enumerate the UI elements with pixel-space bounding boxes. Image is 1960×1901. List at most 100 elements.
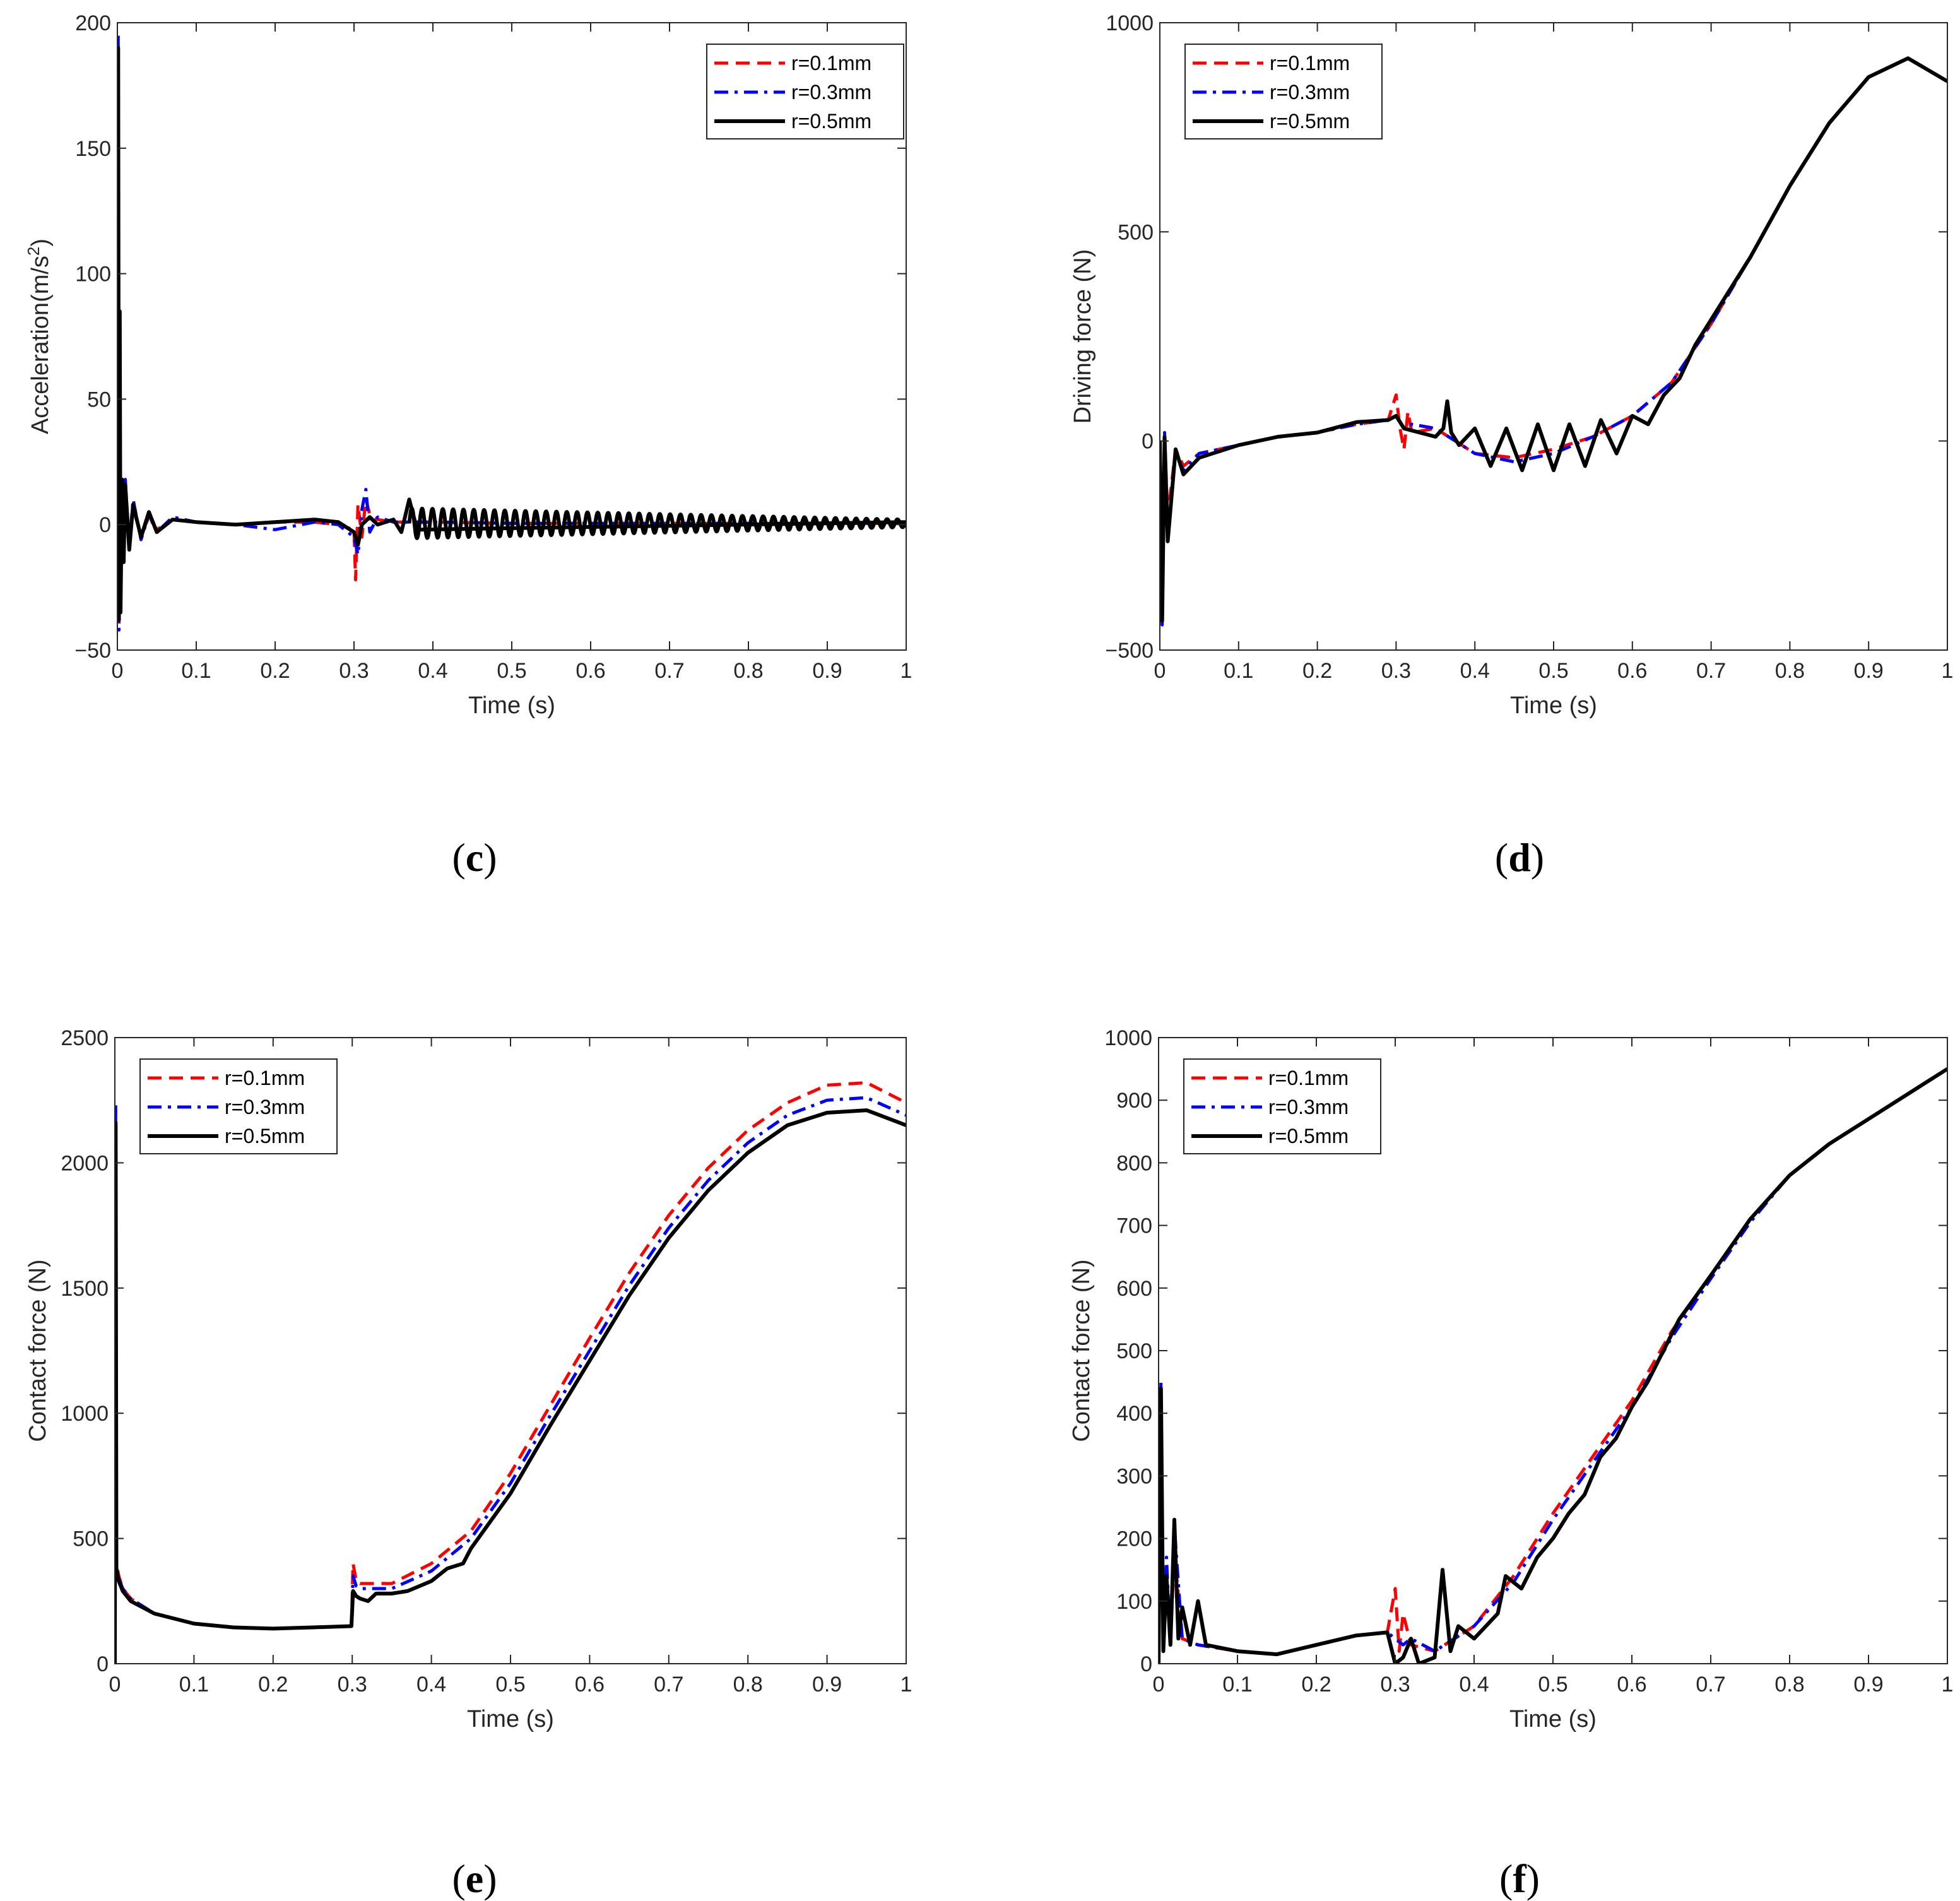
chart-panel-c: 0 0.1 0.2 0.3 0.4 0.5 0.6 0.7 0.8 0.9 1−5005010015… <box>24 11 912 880</box>
y-axis-label-c: Acceleration(m/s2) <box>24 239 54 434</box>
x-tick-label-e: 0.4 <box>416 1673 446 1697</box>
series-line-c-r05 <box>117 45 906 622</box>
legend-label-r03: r=0.3mm <box>791 81 871 104</box>
legend-label-r05: r=0.5mm <box>1270 110 1350 133</box>
y-tick-label-e: 2000 <box>61 1151 109 1175</box>
x-axis-label-d: Time (s) <box>1510 692 1597 719</box>
y-tick-label-f: 600 <box>1116 1277 1152 1301</box>
y-tick-label-f: 1000 <box>1104 1026 1152 1050</box>
x-tick-label-c: 0.8 <box>733 659 763 683</box>
y-tick-label-f: 300 <box>1116 1464 1152 1488</box>
y-axis-label-f: Contact force (N) <box>1068 1259 1095 1442</box>
legend-label-r03: r=0.3mm <box>1268 1096 1349 1118</box>
y-tick-label-d: −500 <box>1105 639 1154 663</box>
x-tick-label-f: 0.4 <box>1459 1673 1489 1697</box>
x-tick-label-f: 0.3 <box>1380 1673 1410 1697</box>
chart-panel-e: 0 0.1 0.2 0.3 0.4 0.5 0.6 0.7 0.8 0.9 1 0 500 1000 150… <box>25 1026 912 1901</box>
series-line-e-r05 <box>115 1108 906 1664</box>
x-tick-label-e: 0 <box>109 1673 121 1697</box>
y-tick-label-d: 500 <box>1118 220 1154 244</box>
y-tick-label-f: 100 <box>1116 1590 1152 1614</box>
legend-e: r=0.1mm r=0.3mm r=0.5mm <box>139 1058 338 1154</box>
x-tick-label-c: 0.6 <box>576 659 605 683</box>
x-tick-label-d: 0.2 <box>1302 659 1332 683</box>
legend-label-r03: r=0.3mm <box>1270 81 1350 104</box>
x-tick-label-f: 0.6 <box>1617 1673 1646 1697</box>
y-tick-label-f: 400 <box>1116 1402 1152 1426</box>
legend-label-r05: r=0.5mm <box>225 1125 305 1147</box>
y-tick-label-c: −50 <box>74 639 111 663</box>
x-tick-label-c: 1 <box>900 659 912 683</box>
legend-label-r01: r=0.1mm <box>225 1067 305 1089</box>
x-tick-label-e: 0.2 <box>258 1673 288 1697</box>
y-tick-label-c: 0 <box>99 513 111 537</box>
legend-label-r05: r=0.5mm <box>791 110 871 133</box>
x-tick-label-c: 0.7 <box>654 659 684 683</box>
legend-label-r01: r=0.1mm <box>1268 1067 1349 1089</box>
y-tick-label-c: 100 <box>75 263 111 287</box>
x-axis-label-f: Time (s) <box>1509 1706 1597 1732</box>
x-tick-label-c: 0.2 <box>260 659 290 683</box>
y-tick-label-f: 0 <box>1140 1652 1152 1676</box>
x-tick-label-d: 0.4 <box>1460 659 1490 683</box>
x-tick-label-f: 0.7 <box>1696 1673 1725 1697</box>
x-tick-label-d: 0.1 <box>1224 659 1253 683</box>
x-tick-label-d: 0.3 <box>1381 659 1411 683</box>
y-tick-label-f: 900 <box>1116 1089 1152 1113</box>
y-tick-label-c: 150 <box>75 137 111 161</box>
x-tick-label-c: 0.1 <box>181 659 211 683</box>
x-tick-label-e: 0.5 <box>495 1673 525 1697</box>
x-tick-label-f: 0.2 <box>1301 1673 1331 1697</box>
panel-label-d: (d) <box>1495 835 1544 880</box>
x-tick-label-d: 0.7 <box>1696 659 1726 683</box>
x-tick-label-e: 0.6 <box>575 1673 605 1697</box>
series-group-e <box>115 1081 906 1664</box>
x-tick-label-e: 0.8 <box>733 1673 763 1697</box>
x-tick-label-e: 0.7 <box>654 1673 683 1697</box>
x-axis-label-c: Time (s) <box>468 692 555 719</box>
y-tick-label-f: 700 <box>1116 1214 1152 1238</box>
y-tick-label-c: 200 <box>75 11 111 35</box>
series-group-d <box>1160 56 1947 627</box>
y-tick-label-e: 2500 <box>61 1026 109 1050</box>
x-tick-label-f: 0.1 <box>1222 1673 1252 1697</box>
x-axis-label-e: Time (s) <box>467 1706 554 1732</box>
panel-label-c: (c) <box>452 835 497 880</box>
x-tick-label-f: 0.5 <box>1538 1673 1567 1697</box>
series-group-c <box>117 31 906 632</box>
x-tick-label-e: 0.3 <box>338 1673 367 1697</box>
x-tick-label-c: 0.9 <box>812 659 842 683</box>
x-tick-label-f: 0.8 <box>1774 1673 1804 1697</box>
legend-label-r03: r=0.3mm <box>225 1096 305 1118</box>
y-tick-label-f: 800 <box>1116 1151 1152 1175</box>
x-tick-label-d: 0 <box>1154 659 1166 683</box>
x-tick-label-c: 0.3 <box>339 659 369 683</box>
y-tick-label-c: 50 <box>87 388 111 412</box>
legend-f: r=0.1mm r=0.3mm r=0.5mm <box>1183 1058 1381 1154</box>
x-tick-label-d: 0.9 <box>1854 659 1884 683</box>
y-tick-label-d: 0 <box>1142 430 1154 454</box>
y-tick-label-f: 500 <box>1116 1339 1152 1363</box>
x-tick-label-c: 0.5 <box>497 659 526 683</box>
legend-label-r05: r=0.5mm <box>1268 1125 1349 1147</box>
x-tick-label-f: 0.9 <box>1853 1673 1883 1697</box>
x-tick-label-e: 1 <box>900 1673 912 1697</box>
x-tick-label-f: 1 <box>1942 1673 1954 1697</box>
series-group-f <box>1159 1067 1947 1664</box>
x-tick-label-e: 0.9 <box>812 1673 842 1697</box>
legend-label-r01: r=0.1mm <box>1270 52 1350 74</box>
x-tick-label-d: 1 <box>1942 659 1954 683</box>
y-tick-label-f: 200 <box>1116 1527 1152 1551</box>
panel-label-f: (f) <box>1499 1856 1540 1901</box>
x-tick-label-f: 0 <box>1153 1673 1165 1697</box>
y-axis-label-d: Driving force (N) <box>1070 249 1096 424</box>
chart-panel-f: 0 0.1 0.2 0.3 0.4 0.5 0.6 0.7 0.8 0.9 1 0 100 200 300 4… <box>1068 1026 1953 1901</box>
y-tick-label-e: 500 <box>73 1527 109 1551</box>
x-tick-label-d: 0.6 <box>1617 659 1647 683</box>
panel-label-e: (e) <box>452 1856 497 1901</box>
x-tick-label-d: 0.8 <box>1775 659 1805 683</box>
y-tick-label-e: 1500 <box>61 1277 109 1301</box>
chart-panel-d: 0 0.1 0.2 0.3 0.4 0.5 0.6 0.7 0.8 0.9 1−5000500100… <box>1070 11 1953 880</box>
x-tick-label-d: 0.5 <box>1538 659 1568 683</box>
series-line-d-r05 <box>1160 56 1947 623</box>
